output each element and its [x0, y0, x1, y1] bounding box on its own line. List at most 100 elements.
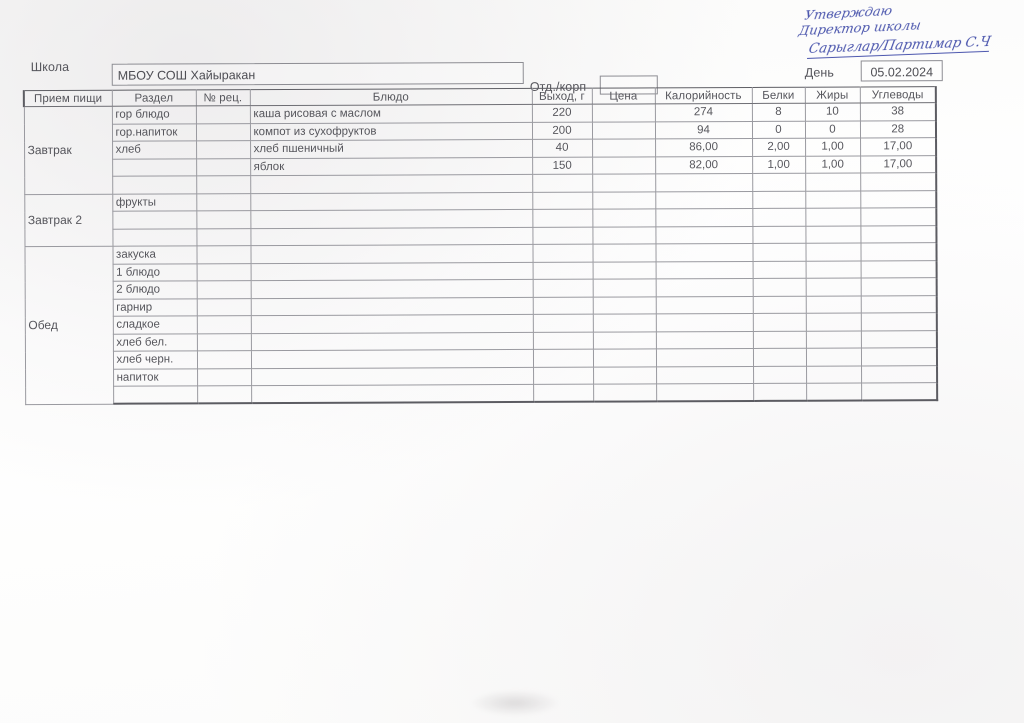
cell-output[interactable]: 40: [532, 139, 593, 157]
cell-recipe-no[interactable]: [197, 385, 252, 404]
cell-fats[interactable]: [805, 207, 861, 226]
cell-fats[interactable]: [805, 347, 862, 366]
cell-carbs[interactable]: 38: [859, 102, 936, 121]
cell-section[interactable]: 1 блюдо: [112, 263, 197, 282]
cell-proteins[interactable]: [752, 173, 806, 191]
cell-section[interactable]: хлеб черн.: [112, 350, 198, 369]
cell-price[interactable]: [592, 331, 656, 350]
cell-calories[interactable]: [655, 348, 754, 367]
cell-section[interactable]: гор.напиток: [111, 123, 197, 142]
cell-recipe-no[interactable]: [196, 298, 251, 316]
cell-carbs[interactable]: [860, 190, 937, 208]
cell-recipe-no[interactable]: [196, 350, 252, 369]
cell-price[interactable]: [592, 156, 656, 175]
cell-output[interactable]: [532, 174, 593, 192]
cell-fats[interactable]: [805, 260, 861, 279]
cell-carbs[interactable]: 17,00: [860, 155, 937, 173]
school-input[interactable]: МБОУ СОШ Хайыракан: [111, 61, 524, 86]
cell-calories[interactable]: [655, 173, 753, 192]
cell-recipe-no[interactable]: [197, 368, 252, 386]
cell-proteins[interactable]: [752, 190, 806, 209]
cell-price[interactable]: [591, 121, 656, 140]
cell-output[interactable]: [532, 279, 593, 297]
cell-proteins[interactable]: [752, 313, 806, 331]
cell-carbs[interactable]: [860, 225, 937, 243]
cell-section[interactable]: гор блюдо: [111, 105, 196, 124]
cell-proteins[interactable]: 0: [751, 120, 806, 139]
cell-section[interactable]: [112, 175, 197, 194]
cell-dish[interactable]: каша рисовая с маслом: [249, 104, 532, 124]
cell-recipe-no[interactable]: [196, 245, 251, 264]
cell-output[interactable]: [532, 244, 593, 262]
cell-carbs[interactable]: [860, 295, 937, 313]
cell-section[interactable]: хлеб бел.: [112, 333, 197, 352]
cell-calories[interactable]: 274: [654, 103, 752, 122]
cell-proteins[interactable]: 8: [751, 103, 805, 121]
cell-fats[interactable]: [805, 312, 861, 331]
day-input[interactable]: 05.02.2024: [860, 60, 943, 82]
cell-recipe-no[interactable]: [196, 333, 251, 351]
cell-proteins[interactable]: [753, 365, 807, 384]
cell-proteins[interactable]: 2,00: [752, 138, 806, 156]
cell-carbs[interactable]: 28: [859, 120, 937, 138]
cell-output[interactable]: [532, 349, 594, 367]
cell-dish[interactable]: [250, 209, 533, 229]
cell-dish[interactable]: [250, 314, 533, 334]
cell-recipe-no[interactable]: [195, 105, 250, 124]
cell-section[interactable]: сладкое: [112, 315, 197, 334]
cell-price[interactable]: [592, 138, 656, 157]
cell-recipe-no[interactable]: [196, 193, 251, 211]
cell-fats[interactable]: 1,00: [805, 137, 861, 156]
cell-price[interactable]: [592, 208, 656, 227]
cell-fats[interactable]: [805, 330, 861, 349]
cell-proteins[interactable]: [752, 295, 806, 314]
cell-dish[interactable]: [250, 349, 534, 369]
cell-carbs[interactable]: [860, 277, 937, 296]
cell-dish[interactable]: яблок: [250, 156, 533, 176]
cell-section[interactable]: 2 блюдо: [112, 280, 197, 299]
cell-carbs[interactable]: 17,00: [860, 137, 937, 156]
cell-recipe-no[interactable]: [196, 280, 251, 299]
cell-dish[interactable]: [250, 279, 533, 299]
cell-dish[interactable]: [250, 261, 533, 281]
cell-proteins[interactable]: [752, 330, 806, 349]
cell-dish[interactable]: [250, 191, 533, 211]
cell-section[interactable]: фрукты: [112, 193, 197, 212]
cell-price[interactable]: [592, 296, 656, 315]
cell-calories[interactable]: 94: [654, 120, 753, 139]
cell-calories[interactable]: [655, 260, 753, 279]
cell-section[interactable]: хлеб: [112, 140, 197, 159]
cell-proteins[interactable]: [752, 348, 807, 366]
cell-fats[interactable]: [806, 382, 862, 401]
cell-carbs[interactable]: [861, 382, 938, 401]
cell-fats[interactable]: [806, 365, 862, 384]
cell-output[interactable]: [532, 296, 593, 315]
cell-calories[interactable]: [655, 295, 753, 314]
cell-calories[interactable]: [656, 383, 754, 402]
cell-recipe-no[interactable]: [196, 263, 251, 281]
cell-output[interactable]: [533, 384, 594, 402]
cell-recipe-no[interactable]: [196, 140, 251, 159]
cell-carbs[interactable]: [860, 260, 937, 278]
cell-fats[interactable]: [805, 242, 861, 261]
cell-output[interactable]: [533, 366, 594, 385]
cell-output[interactable]: [532, 226, 593, 245]
cell-recipe-no[interactable]: [196, 228, 251, 246]
cell-calories[interactable]: [655, 313, 753, 332]
cell-carbs[interactable]: [860, 347, 938, 366]
cell-calories[interactable]: [655, 225, 753, 244]
cell-output[interactable]: [532, 209, 593, 227]
cell-carbs[interactable]: [860, 207, 937, 226]
cell-calories[interactable]: [655, 190, 753, 209]
cell-recipe-no[interactable]: [196, 210, 251, 229]
cell-dish[interactable]: [250, 331, 533, 351]
cell-recipe-no[interactable]: [196, 315, 251, 334]
cell-calories[interactable]: [655, 330, 753, 349]
cell-price[interactable]: [592, 191, 656, 210]
cell-fats[interactable]: [805, 172, 861, 191]
cell-calories[interactable]: 86,00: [655, 138, 753, 157]
cell-section[interactable]: [112, 158, 197, 177]
cell-carbs[interactable]: [861, 365, 938, 383]
cell-fats[interactable]: 1,00: [805, 155, 861, 174]
cell-price[interactable]: [592, 243, 656, 262]
